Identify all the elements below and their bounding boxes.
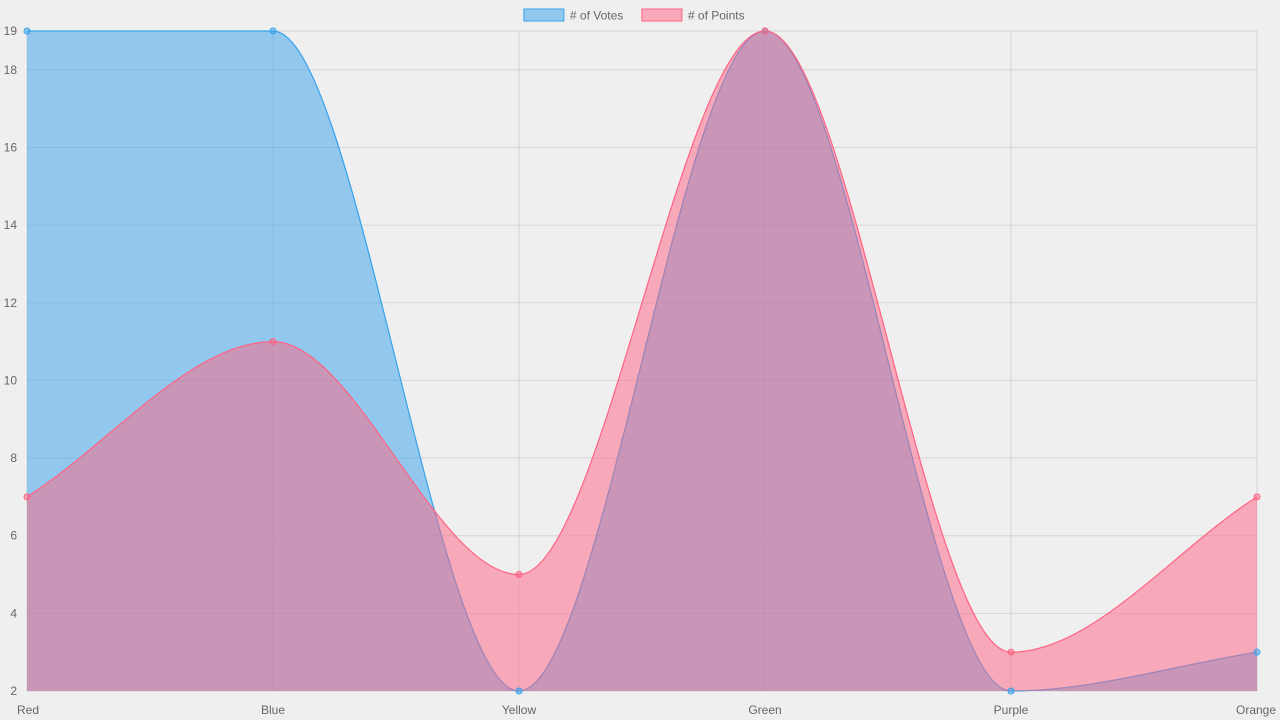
data-point[interactable] xyxy=(23,493,31,501)
data-point[interactable] xyxy=(515,571,523,579)
legend-label: # of Points xyxy=(688,9,745,23)
x-axis: Red Blue Yellow Green Purple Orange xyxy=(17,703,1276,717)
x-tick-label: Orange xyxy=(1236,703,1276,717)
x-tick-label: Red xyxy=(17,703,39,717)
data-point[interactable] xyxy=(269,338,277,346)
data-points xyxy=(23,27,1261,695)
data-point[interactable] xyxy=(269,27,277,35)
y-tick-label: 4 xyxy=(10,606,17,620)
data-point[interactable] xyxy=(1253,493,1261,501)
data-point[interactable] xyxy=(515,687,523,695)
x-tick-label: Purple xyxy=(994,703,1029,717)
y-tick-label: 16 xyxy=(4,140,18,154)
y-tick-label: 2 xyxy=(10,684,17,698)
x-tick-label: Yellow xyxy=(502,703,537,717)
data-point[interactable] xyxy=(23,27,31,35)
y-tick-label: 8 xyxy=(10,451,17,465)
y-tick-label: 6 xyxy=(10,529,17,543)
x-tick-label: Green xyxy=(748,703,781,717)
legend-swatch xyxy=(641,8,683,22)
y-tick-label: 18 xyxy=(4,63,18,77)
data-point[interactable] xyxy=(1007,687,1015,695)
data-point[interactable] xyxy=(761,27,769,35)
legend[interactable]: # of Votes # of Points xyxy=(523,8,745,23)
series-areas xyxy=(26,30,1258,692)
legend-label: # of Votes xyxy=(570,9,623,23)
data-point[interactable] xyxy=(1253,648,1261,656)
legend-swatch xyxy=(523,8,565,22)
legend-item[interactable]: # of Votes xyxy=(523,8,623,23)
series-area-1 xyxy=(27,31,1257,691)
y-tick-label: 19 xyxy=(4,24,18,38)
data-point[interactable] xyxy=(1007,648,1015,656)
legend-item[interactable]: # of Points xyxy=(641,8,745,23)
y-tick-label: 14 xyxy=(4,218,18,232)
y-tick-label: 10 xyxy=(4,373,18,387)
x-tick-label: Blue xyxy=(261,703,285,717)
y-axis: 2 4 6 8 10 12 14 16 18 19 xyxy=(4,24,18,698)
y-tick-label: 12 xyxy=(4,296,18,310)
